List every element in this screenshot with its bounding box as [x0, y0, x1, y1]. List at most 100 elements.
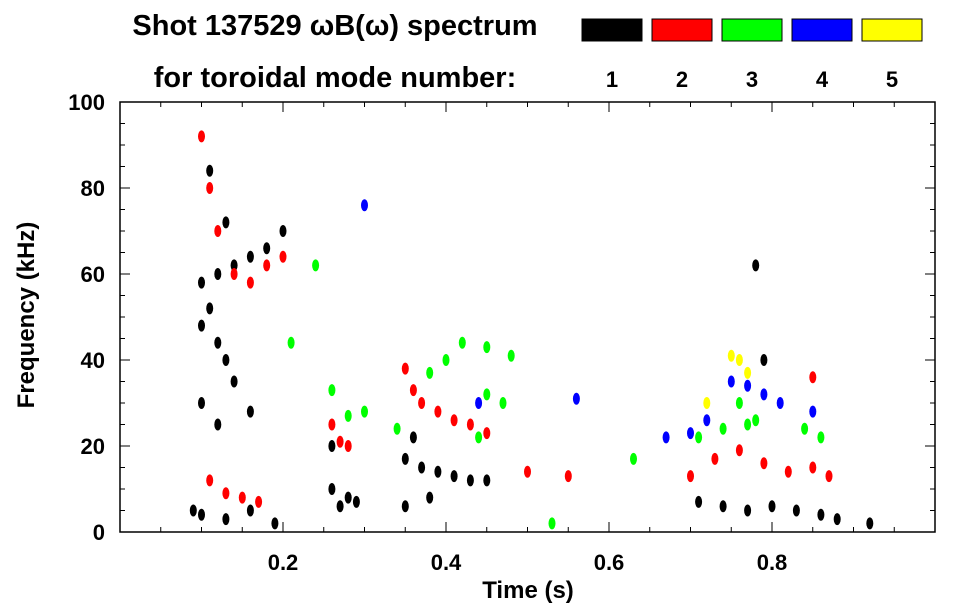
mode-1-point — [450, 470, 458, 483]
mode-2-point — [206, 182, 214, 194]
axis-ticks — [120, 101, 935, 533]
mode-3-point — [483, 388, 491, 401]
mode-1-point — [222, 513, 230, 526]
mode-1-point — [744, 504, 752, 517]
mode-3-point — [499, 397, 507, 409]
mode-3-point — [475, 431, 483, 444]
mode-1-point — [263, 242, 271, 255]
mode-2-point — [735, 444, 743, 457]
mode-2-point — [279, 250, 287, 263]
mode-2-point — [687, 470, 694, 483]
mode-2-point — [524, 465, 531, 478]
mode-1-point — [426, 491, 434, 504]
mode-2-point — [336, 435, 344, 448]
mode-3-point — [507, 349, 515, 362]
legend-label-5: 5 — [886, 67, 898, 92]
legend-label-2: 2 — [676, 67, 688, 92]
mode-3-point — [744, 418, 752, 431]
mode-3-point — [483, 341, 491, 354]
mode-3-point — [393, 422, 401, 435]
mode-1-point — [768, 500, 776, 513]
legend: 1 2 3 4 5 — [581, 18, 923, 92]
mode-2-point — [214, 225, 222, 237]
mode-4-point — [809, 405, 817, 418]
legend-swatch-1 — [581, 18, 643, 42]
mode-2-point — [328, 418, 336, 431]
mode-1-point — [833, 513, 841, 526]
mode-1-point — [189, 504, 197, 517]
mode-1-point — [246, 504, 254, 517]
mode-4-point — [744, 379, 752, 392]
mode-3-point — [801, 422, 809, 435]
mode-1-point — [246, 405, 254, 418]
mode-3-point — [344, 409, 352, 422]
y-tick-label: 60 — [81, 262, 105, 287]
mode-2-point — [206, 474, 214, 487]
mode-3-point — [630, 452, 637, 465]
mode-1-point — [336, 500, 344, 513]
mode-3-point — [752, 414, 760, 427]
mode-2-point — [434, 405, 442, 418]
mode-1-point — [230, 375, 238, 388]
legend-swatch-4 — [791, 18, 853, 42]
mode-2-point — [222, 487, 230, 500]
y-tick-label: 40 — [81, 348, 105, 373]
mode-1-point — [352, 495, 360, 508]
mode-1-point — [866, 517, 874, 530]
mode-2-point — [784, 465, 792, 478]
legend-label-3: 3 — [746, 67, 758, 92]
mode-1-point — [401, 500, 409, 513]
mode-4-point — [760, 388, 768, 401]
mode-2-point — [711, 452, 719, 465]
mode-2-point — [466, 418, 474, 431]
y-axis-label: Frequency (kHz) — [13, 222, 40, 409]
mode-1-point — [466, 474, 474, 487]
mode-3-point — [426, 366, 434, 379]
mode-1-point — [328, 483, 336, 495]
mode-1-point — [434, 465, 442, 478]
mode-3-point — [548, 517, 556, 530]
mode-2-point — [255, 495, 263, 508]
mode-1-point — [198, 319, 205, 332]
x-tick-label: 0.8 — [757, 550, 788, 575]
legend-swatch-2 — [651, 18, 713, 42]
mode-1-point — [792, 504, 800, 517]
mode-1-point — [206, 302, 214, 315]
x-tick-label: 0.4 — [431, 550, 462, 575]
legend-label-1: 1 — [606, 67, 618, 92]
mode-2-point — [418, 397, 426, 409]
mode-1-point — [760, 354, 768, 366]
mode-4-point — [776, 397, 784, 409]
mode-2-point — [809, 371, 817, 384]
mode-2-point — [450, 414, 458, 427]
mode-2-point — [344, 440, 352, 452]
y-tick-label: 80 — [81, 176, 105, 201]
mode-1-point — [279, 225, 287, 237]
mode-3-point — [817, 431, 825, 444]
mode-1-point — [198, 397, 205, 409]
mode-3-point — [361, 405, 368, 418]
mode-3-point — [458, 336, 466, 349]
mode-2-point — [198, 130, 205, 143]
mode-2-point — [263, 259, 271, 272]
mode-1-point — [719, 500, 727, 513]
mode-1-point — [695, 495, 703, 508]
mode-3-point — [719, 422, 727, 435]
mode-3-point — [735, 397, 743, 409]
mode-1-point — [246, 250, 254, 263]
mode-2-point — [230, 268, 238, 280]
mode-1-point — [344, 491, 352, 504]
plot-area-points — [189, 130, 874, 530]
mode-4-point — [361, 199, 368, 212]
mode-1-point — [817, 508, 825, 521]
legend-swatch-5 — [861, 18, 923, 42]
mode-4-point — [727, 375, 735, 388]
mode-3-point — [287, 336, 295, 349]
mode-1-point — [418, 461, 426, 474]
mode-2-point — [238, 491, 246, 504]
mode-1-point — [401, 452, 409, 465]
mode-3-point — [442, 354, 450, 366]
mode-1-point — [206, 164, 214, 177]
y-tick-label: 20 — [81, 434, 105, 459]
